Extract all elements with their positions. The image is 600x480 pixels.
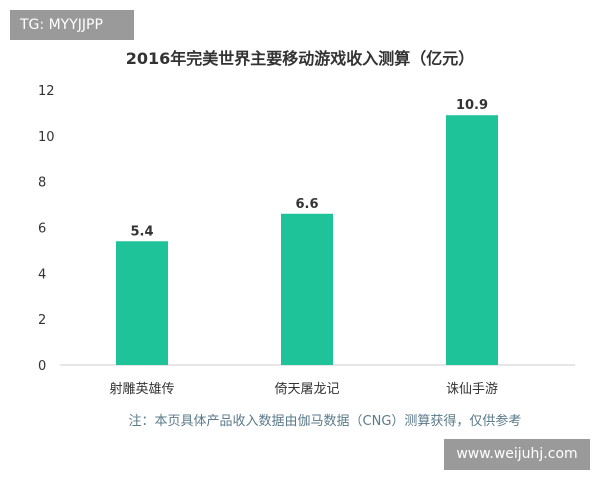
watermark: www.weijuhj.com: [444, 439, 590, 470]
x-tick-label: 诛仙手游: [446, 381, 498, 397]
data-label: 5.4: [130, 224, 153, 239]
bar: [446, 115, 498, 365]
y-tick-label: 0: [38, 359, 46, 374]
y-tick-label: 12: [38, 84, 55, 99]
y-tick-label: 4: [38, 267, 46, 282]
y-tick-label: 2: [38, 313, 46, 328]
footnote: 注：本页具体产品收入数据由伽马数据（CNG）测算获得，仅供参考: [128, 414, 522, 429]
data-label: 10.9: [456, 98, 488, 113]
x-tick-label: 倚天屠龙记: [274, 382, 339, 397]
x-axis-labels: 射雕英雄传 倚天屠龙记 诛仙手游: [109, 381, 498, 397]
y-tick-label: 8: [38, 176, 46, 191]
y-tick-label: 6: [38, 222, 46, 237]
y-tick-label: 10: [38, 130, 55, 145]
bar: [116, 241, 168, 365]
tg-badge: TG: MYYJJPP: [10, 10, 134, 40]
chart-title: 2016年完美世界主要移动游戏收入测算（亿元）: [125, 49, 475, 68]
x-tick-label: 射雕英雄传: [109, 381, 174, 397]
bar: [281, 213, 333, 365]
bars: 5.4 6.6 10.9: [116, 98, 498, 365]
data-label: 6.6: [295, 197, 318, 212]
